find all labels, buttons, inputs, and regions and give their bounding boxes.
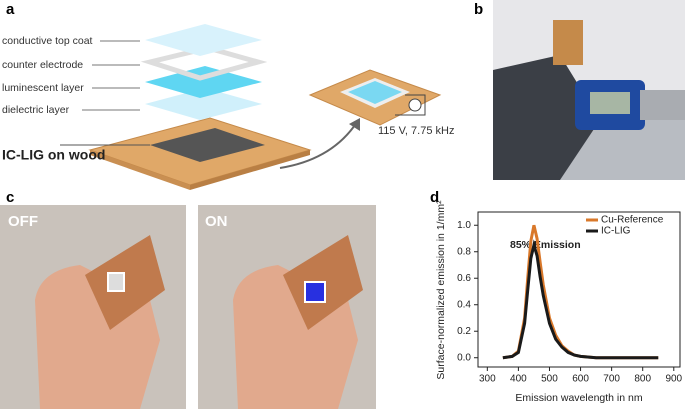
layer-label: conductive top coat [2,35,93,47]
arrow-head [349,118,360,131]
legend-label: Cu-Reference [601,215,664,226]
state-label: OFF [8,213,38,230]
photo-off [0,205,186,409]
arrow [279,124,356,169]
x-tick-label: 400 [510,374,527,385]
y-axis-label: Surface-normalized emission in 1/mm² [435,200,447,380]
annotation: 85% Emission [510,239,581,251]
y-tick-label: 0.6 [457,273,471,284]
layer-labels: conductive top coat counter electrode lu… [2,35,140,116]
y-tick-label: 1.0 [457,220,471,231]
series-line [502,239,659,360]
layer-label: counter electrode [2,59,83,71]
substrate-label: IC-LIG on wood [2,147,105,163]
x-tick-label: 300 [479,374,496,385]
x-tick-label: 600 [572,374,589,385]
legend-label: IC-LIG [601,226,631,237]
y-tick-label: 0.4 [457,299,471,310]
layer-label: luminescent layer [2,82,84,94]
y-tick-label: 0.2 [457,326,471,337]
device [308,69,442,126]
panel-label: a [6,1,15,18]
panel-label: c [6,189,14,206]
panel-label: d [430,189,439,206]
y-tick-label: 0.8 [457,246,471,257]
x-tick-label: 900 [665,374,682,385]
photo-micrometer [493,0,685,180]
photo-on [198,205,376,409]
layer-label: dielectric layer [2,104,70,116]
y-tick-label: 0.0 [457,352,471,363]
plot-frame [477,211,681,368]
drive-label: 115 V, 7.75 kHz [378,125,454,137]
x-tick-label: 500 [541,374,558,385]
x-tick-label: 700 [603,374,620,385]
panel-label: b [474,1,483,18]
x-axis-label: Emission wavelength in nm [515,392,642,404]
x-tick-label: 800 [634,374,651,385]
state-label: ON [205,213,228,230]
layer-stack [88,24,312,190]
